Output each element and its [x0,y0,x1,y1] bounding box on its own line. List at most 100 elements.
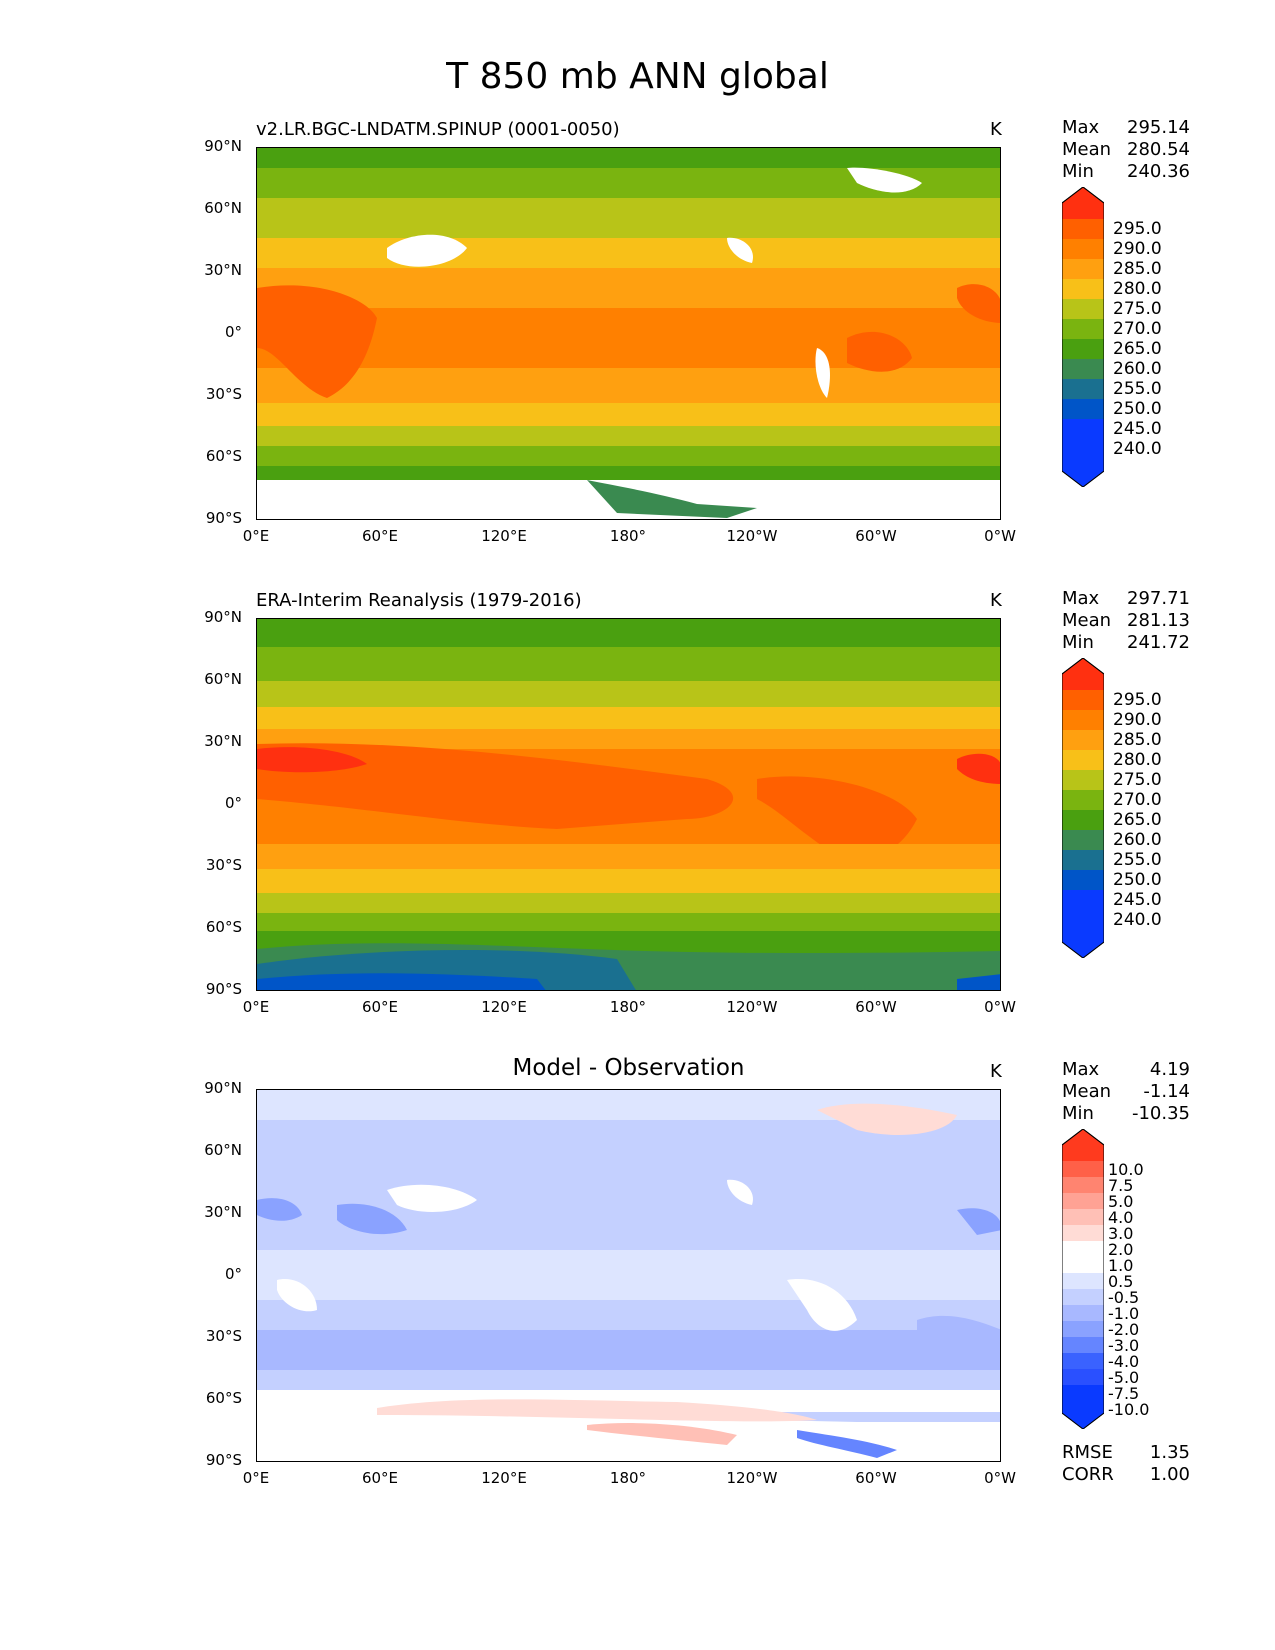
y-tick-label: 30°N [204,1203,242,1221]
colorbar-label: 290.0 [1113,239,1162,259]
stat-max-label: Max [1062,117,1100,138]
y-tick-label: 60°S [205,918,242,936]
stat-mean-label: Mean [1062,139,1112,160]
x-tick-label: 0°E [242,527,270,545]
stat-max-value: 4.19 [1149,1059,1190,1080]
stats-box: Max 297.71 Mean 281.13 Min 241.72 [1062,588,1190,654]
colorbar-label: -3.0 [1108,1336,1140,1355]
colorbar-label: 260.0 [1113,830,1162,850]
x-tick-label: 60°W [855,998,897,1016]
y-tick-label: 90°S [205,980,242,998]
x-tick-label: 60°E [361,998,399,1016]
colorbar-label: 265.0 [1113,339,1162,359]
y-tick-label: 60°S [205,1389,242,1407]
stat-mean-label: Mean [1062,610,1112,631]
stat-max-value: 297.71 [1127,588,1190,609]
colorbar-label: 270.0 [1113,319,1162,339]
stat-max-label: Max [1062,588,1100,609]
colorbar-label: 1.0 [1108,1256,1134,1275]
colorbar-label: 255.0 [1113,850,1162,870]
colorbar-label: 4.0 [1108,1208,1134,1227]
map-difference [256,1089,1001,1462]
colorbar-label: 2.0 [1108,1240,1134,1259]
stat-mean-value: -1.14 [1143,1081,1190,1102]
y-tick-label: 30°N [204,732,242,750]
y-tick-label: 90°N [204,1079,242,1097]
stat-min-label: Min [1062,632,1094,653]
stat-min-label: Min [1062,1103,1094,1124]
y-tick-label: 0° [224,794,242,812]
colorbar-label: 295.0 [1113,690,1162,710]
colorbar-label: 240.0 [1113,910,1162,930]
x-tick-label: 0°W [984,527,1016,545]
colorbar-label: -1.0 [1108,1304,1140,1323]
y-tick-label: 60°N [204,670,242,688]
x-tick-label: 120°E [481,1469,527,1487]
panel-observation: ERA-Interim Reanalysis (1979-2016) K 90°… [0,588,1275,1058]
colorbar-label: 240.0 [1113,439,1162,459]
rmse-label: RMSE [1062,1442,1113,1463]
x-tick-label: 0°W [984,998,1016,1016]
panel-difference: Model - Observation K 90°N 60°N 30°N 0° [0,1055,1275,1529]
colorbar-label: 290.0 [1113,710,1162,730]
stats-box: Max 4.19 Mean -1.14 Min -10.35 [1062,1059,1190,1125]
stat-mean-value: 281.13 [1127,610,1190,631]
panel-title: v2.LR.BGC-LNDATM.SPINUP (0001-0050) [256,119,620,140]
colorbar [1061,186,1105,491]
x-tick-label: 0°E [242,998,270,1016]
stat-mean-value: 280.54 [1127,139,1190,160]
colorbar-label: 5.0 [1108,1192,1134,1211]
colorbar-label: 275.0 [1113,299,1162,319]
stats-box: Max 295.14 Mean 280.54 Min 240.36 [1062,117,1190,183]
colorbar-label: 3.0 [1108,1224,1134,1243]
x-tick-label: 120°E [481,527,527,545]
colorbar-label: 245.0 [1113,890,1162,910]
x-tick-label: 60°W [855,1469,897,1487]
x-tick-label: 120°W [726,527,778,545]
panel-title: ERA-Interim Reanalysis (1979-2016) [256,590,582,611]
y-tick-label: 60°N [204,199,242,217]
colorbar-label: -5.0 [1108,1368,1140,1387]
unit-label: K [990,590,1002,611]
rmse-value: 1.35 [1149,1442,1190,1463]
x-tick-label: 0°W [984,1469,1016,1487]
colorbar-label: 255.0 [1113,379,1162,399]
colorbar-label: 250.0 [1113,870,1162,890]
colorbar-label: 250.0 [1113,399,1162,419]
colorbar-label: 280.0 [1113,279,1162,299]
y-tick-label: 90°S [205,1451,242,1469]
y-tick-label: 60°S [205,447,242,465]
panel-title: Model - Observation [512,1055,745,1081]
y-tick-label: 0° [224,1265,242,1283]
y-tick-label: 30°S [205,385,242,403]
colorbar-label: 295.0 [1113,219,1162,239]
colorbar-label: -2.0 [1108,1320,1140,1339]
stat-min-value: 241.72 [1127,632,1190,653]
corr-label: CORR [1062,1464,1114,1485]
colorbar-label: 275.0 [1113,770,1162,790]
colorbar-label: 285.0 [1113,730,1162,750]
colorbar-label: -7.5 [1108,1384,1140,1403]
colorbar-label: 285.0 [1113,259,1162,279]
x-tick-label: 60°E [361,1469,399,1487]
corr-value: 1.00 [1149,1464,1190,1485]
x-tick-label: 120°W [726,1469,778,1487]
y-tick-label: 90°N [204,137,242,155]
unit-label: K [990,119,1002,140]
colorbar-label: 270.0 [1113,790,1162,810]
colorbar-label: 265.0 [1113,810,1162,830]
colorbar-label: 10.0 [1108,1160,1144,1179]
colorbar-label: 245.0 [1113,419,1162,439]
stat-min-value: 240.36 [1127,161,1190,182]
unit-label: K [990,1061,1002,1082]
y-tick-label: 60°N [204,1141,242,1159]
map-observation [256,618,1001,991]
y-tick-label: 30°S [205,1327,242,1345]
y-tick-label: 90°N [204,608,242,626]
metrics-box: RMSE 1.35 CORR 1.00 [1062,1442,1190,1486]
x-tick-label: 60°E [361,527,399,545]
colorbar [1061,1128,1105,1433]
colorbar-label: -4.0 [1108,1352,1140,1371]
colorbar-label: 260.0 [1113,359,1162,379]
stat-min-label: Min [1062,161,1094,182]
